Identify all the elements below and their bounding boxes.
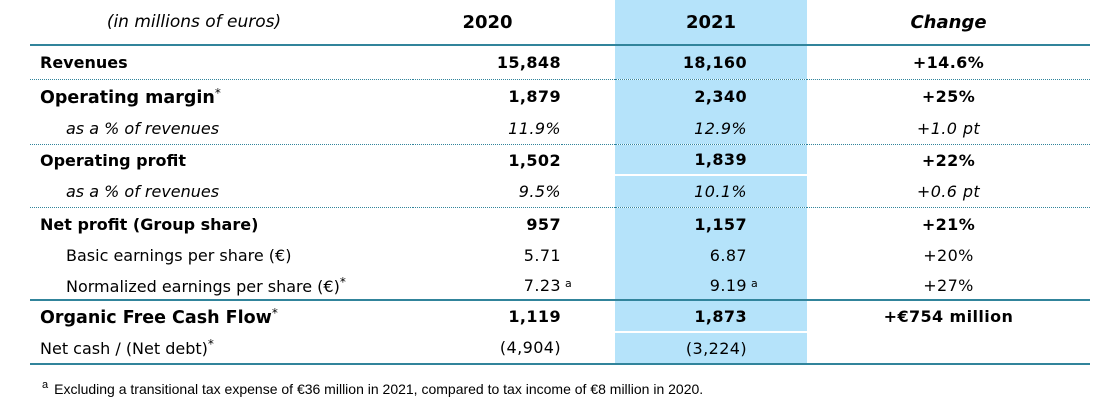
value-text: 7.23: [523, 275, 561, 295]
footnote-text: Excluding a transitional tax expense of …: [54, 381, 704, 397]
row-label: as a % of revenues: [30, 113, 413, 145]
table-row-operating-margin: Operating margin* 1,879 2,340 +25%: [30, 79, 1090, 114]
change-cell: +14.6%: [807, 45, 1090, 80]
table-row-organic-fcf: Organic Free Cash Flow* 1,119 1,873 +€75…: [30, 300, 1090, 333]
row-label: Normalized earnings per share (€)*: [30, 271, 413, 301]
spacer-cell: [562, 113, 615, 145]
row-label: Operating profit: [40, 150, 186, 170]
change-cell: +21%: [921, 214, 976, 234]
value-2020-cell: 1,502: [508, 150, 561, 170]
column-header-change: Change: [807, 0, 1090, 46]
change-cell: +25%: [921, 87, 976, 106]
table-row-margin-percent: as a % of revenues 11.9% 12.9% +1.0 pt: [30, 113, 1090, 145]
change-cell: +27%: [807, 271, 1090, 301]
spacer-cell: [562, 80, 615, 114]
row-label-text: Operating margin: [40, 87, 215, 108]
value-2021-cell: 10.1%: [615, 175, 807, 208]
row-label-text: Normalized earnings per share (€): [66, 276, 340, 296]
change-cell: +20%: [923, 246, 974, 265]
change-cell: +0.6 pt: [807, 175, 1090, 208]
table-row-revenues: Revenues 15,848 18,160 +14.6%: [30, 45, 1090, 80]
footnote-star: *: [207, 337, 214, 351]
table-row-basic-eps: Basic earnings per share (€) 5.71 6.87 +…: [30, 240, 1090, 271]
spacer-cell: [562, 0, 615, 46]
unit-label: (in millions of euros): [30, 0, 413, 46]
spacer-cell: [562, 145, 615, 176]
value-2020-cell: 5.71: [523, 246, 561, 265]
row-label: Net profit (Group share): [40, 214, 259, 234]
value-2021-cell: 1,873: [615, 300, 807, 333]
value-text: 9.19: [709, 275, 747, 295]
value-2021-cell: 18,160: [615, 45, 807, 80]
value-2021-cell: 9.19 a: [615, 271, 807, 301]
header-row: (in millions of euros) 2020 2021 Change: [30, 0, 1090, 46]
value-2020-cell: 1,879: [508, 87, 561, 106]
value-2020-cell: 7.23 a: [413, 271, 572, 301]
column-header-2021: 2021: [615, 0, 807, 46]
row-label: Operating margin*: [30, 80, 413, 114]
value-2020-cell: 957: [526, 214, 561, 234]
change-cell: [807, 332, 1090, 365]
value-2020-cell: 11.9%: [413, 113, 562, 145]
value-2020-cell: 9.5%: [413, 175, 562, 208]
row-label-text: Net cash / (Net debt): [40, 339, 208, 358]
footnote-star: *: [214, 85, 221, 100]
footnote: a Excluding a transitional tax expense of…: [42, 379, 703, 397]
spacer-cell: [562, 175, 615, 208]
row-label: Organic Free Cash Flow*: [30, 300, 413, 332]
value-2021-cell: 1,157: [615, 207, 807, 240]
row-label: Basic earnings per share (€): [66, 246, 292, 265]
change-cell: +€754 million: [883, 307, 1014, 326]
table-row-profit-percent: as a % of revenues 9.5% 10.1% +0.6 pt: [30, 175, 1090, 208]
table-row-net-cash: Net cash / (Net debt)* (4,904) (3,224): [30, 332, 1090, 365]
value-2021-cell: 12.9%: [615, 113, 807, 145]
footnote-star: *: [271, 305, 278, 320]
spacer-cell: [562, 332, 615, 365]
value-2020-cell: 15,848: [413, 45, 562, 80]
value-2020-cell: 1,119: [508, 307, 561, 326]
row-label: as a % of revenues: [30, 175, 413, 208]
change-cell: +1.0 pt: [807, 113, 1090, 145]
change-cell: +22%: [921, 150, 976, 170]
row-label-text: Organic Free Cash Flow: [40, 307, 272, 328]
value-2021-cell: (3,224): [615, 332, 807, 365]
row-label: Net cash / (Net debt)*: [30, 332, 413, 365]
spacer-cell: [562, 271, 615, 301]
table-row-normalized-eps: Normalized earnings per share (€)* 7.23 a…: [30, 271, 1090, 301]
spacer-cell: [562, 208, 615, 241]
table-row-operating-profit: Operating profit 1,502 1,839 +22%: [30, 144, 1090, 176]
footnote-star: *: [339, 274, 346, 289]
row-label: Revenues: [30, 45, 413, 80]
financial-results-table: (in millions of euros) 2020 2021 Change …: [30, 0, 1090, 365]
spacer-cell: [562, 300, 615, 332]
value-2021-cell: 1,839: [615, 144, 807, 176]
value-2021-cell: 2,340: [615, 79, 807, 113]
spacer-cell: [562, 45, 615, 80]
footnote-a-marker: a: [42, 379, 49, 391]
spacer-cell: [562, 240, 615, 271]
footnote-a-marker: a: [751, 276, 759, 290]
value-2020-cell: (4,904): [413, 332, 562, 365]
value-2021-cell: 6.87: [615, 240, 807, 271]
column-header-2020: 2020: [413, 0, 562, 46]
table-row-net-profit: Net profit (Group share) 957 1,157 +21%: [30, 207, 1090, 241]
